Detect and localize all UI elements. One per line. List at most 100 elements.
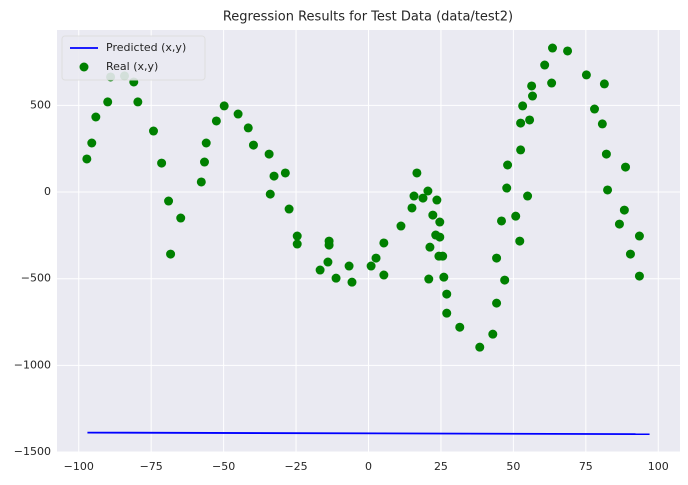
data-point [148,126,158,136]
data-point [407,203,417,213]
data-point [590,104,600,114]
data-point [455,322,465,332]
legend-label: Predicted (x,y) [106,41,186,54]
data-point [435,232,445,242]
data-point [503,160,513,170]
x-tick-label: −75 [140,460,163,473]
data-point [264,149,274,159]
y-tick-label: 500 [30,98,51,111]
data-point [511,211,521,221]
data-point [103,97,113,107]
data-point [619,205,629,215]
data-point [621,162,631,172]
x-tick-label: 25 [434,460,448,473]
x-tick-label: 50 [506,460,520,473]
data-point [597,119,607,129]
data-point [442,289,452,299]
data-point [371,253,381,263]
data-point [424,274,434,284]
data-point [423,186,433,196]
data-point [201,138,211,148]
data-point [634,231,644,241]
data-point [331,273,341,283]
data-point [634,271,644,281]
data-point [292,239,302,249]
data-point [211,116,221,126]
x-tick-label: 100 [648,460,669,473]
data-point [315,265,325,275]
data-point [525,115,535,125]
x-tick-label: 0 [365,460,372,473]
x-tick-label: 75 [579,460,593,473]
x-tick-label: −100 [64,460,94,473]
data-point [625,249,635,259]
data-point [157,158,167,168]
data-point [176,213,186,223]
data-point [435,217,445,227]
y-tick-label: 0 [44,185,51,198]
data-point [292,231,302,241]
y-tick-label: −1500 [14,445,51,458]
data-point [196,177,206,187]
data-point [344,261,354,271]
data-point [199,157,209,167]
data-point [601,149,611,159]
data-point [518,101,528,111]
data-point [133,97,143,107]
data-point [324,240,334,250]
chart-title: Regression Results for Test Data (data/t… [223,10,513,25]
data-point [475,342,485,352]
data-point [516,118,526,128]
data-point [412,168,422,178]
data-point [528,91,538,101]
x-tick-label: −25 [284,460,307,473]
data-point [492,298,502,308]
data-point [425,242,435,252]
data-point [82,154,92,164]
data-point [442,308,452,318]
data-point [603,185,613,195]
y-tick-label: −1000 [14,358,51,371]
data-point [87,138,97,148]
data-point [523,191,533,201]
data-point [233,109,243,119]
data-point [164,196,174,206]
data-point [502,183,512,193]
data-point [243,123,253,133]
data-point [599,79,609,89]
data-point [497,216,507,226]
data-point [540,60,550,70]
data-point [323,257,333,267]
data-point [379,238,389,248]
data-point [527,81,537,91]
data-point [563,46,573,56]
data-point [432,195,442,205]
data-point [280,168,290,178]
data-point [516,145,526,155]
data-point [91,112,101,122]
data-point [492,253,502,263]
data-point [488,329,498,339]
data-point [284,204,294,214]
data-point [409,191,419,201]
data-point [428,210,438,220]
data-point [439,272,449,282]
data-point [515,236,525,246]
data-point [418,193,428,203]
x-tick-label: −50 [212,460,235,473]
data-point [548,43,558,53]
data-point [366,261,376,271]
prediction-line [87,431,650,436]
data-point [614,219,624,229]
data-point [581,70,591,80]
data-point [379,270,389,280]
y-tick-label: −500 [21,272,51,285]
data-point [269,171,279,181]
data-point [438,251,448,261]
data-point [500,275,510,285]
legend-box [61,35,206,81]
legend-label: Real (x,y) [106,60,158,73]
data-point [219,101,229,111]
data-point [396,221,406,231]
